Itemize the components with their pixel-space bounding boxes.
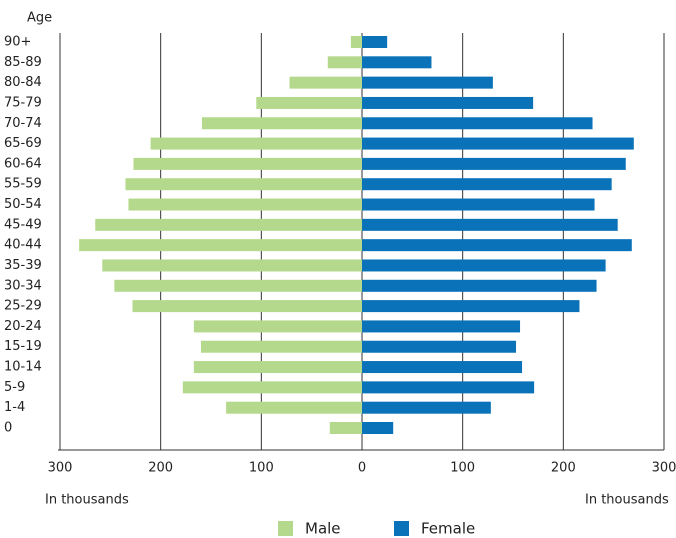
y-tick-label: 15-19 bbox=[4, 339, 42, 354]
legend-label: Female bbox=[421, 520, 475, 538]
bar bbox=[362, 157, 626, 170]
bar bbox=[226, 401, 362, 414]
bar bbox=[182, 381, 362, 394]
bar bbox=[132, 300, 362, 313]
bar bbox=[201, 117, 362, 130]
y-tick-label: 30-34 bbox=[4, 278, 42, 293]
bar bbox=[362, 320, 521, 333]
legend-swatch bbox=[394, 521, 409, 536]
y-tick-label: 1-4 bbox=[4, 400, 25, 415]
y-tick-label: 90+ bbox=[4, 35, 31, 50]
y-tick-label: 20-24 bbox=[4, 319, 42, 334]
bar bbox=[350, 36, 362, 48]
y-tick-label: 75-79 bbox=[4, 95, 42, 110]
x-tick-label: 100 bbox=[450, 461, 475, 476]
bar bbox=[362, 279, 597, 292]
bar bbox=[125, 178, 362, 191]
x-axis-title-right: In thousands bbox=[585, 493, 669, 508]
bar bbox=[114, 279, 362, 292]
y-tick-label: 70-74 bbox=[4, 116, 42, 131]
bar bbox=[362, 178, 612, 191]
y-tick-label: 65-69 bbox=[4, 136, 42, 151]
y-tick-label: 5-9 bbox=[4, 380, 25, 395]
bar bbox=[362, 401, 491, 414]
y-tick-label: 50-54 bbox=[4, 197, 42, 212]
bar bbox=[329, 422, 362, 434]
x-axis-title-left: In thousands bbox=[45, 493, 129, 508]
bar bbox=[102, 259, 362, 272]
bar bbox=[362, 198, 595, 211]
bar bbox=[193, 320, 362, 333]
y-tick-label: 35-39 bbox=[4, 258, 42, 273]
bar bbox=[200, 340, 362, 353]
bar bbox=[193, 361, 362, 374]
bar bbox=[362, 381, 535, 394]
bar bbox=[362, 137, 634, 150]
y-tick-label: 40-44 bbox=[4, 238, 42, 253]
y-tick-label: 80-84 bbox=[4, 75, 42, 90]
y-tick-label: 55-59 bbox=[4, 177, 42, 192]
bar bbox=[95, 218, 362, 231]
legend-swatch bbox=[278, 521, 293, 536]
bar bbox=[79, 239, 363, 252]
x-tick-label: 300 bbox=[652, 461, 676, 476]
bar bbox=[362, 422, 394, 434]
bar bbox=[289, 76, 362, 89]
bar bbox=[362, 300, 580, 313]
y-tick-label: 10-14 bbox=[4, 360, 42, 375]
bar bbox=[150, 137, 362, 150]
bar bbox=[133, 157, 362, 170]
x-tick-label: 200 bbox=[148, 461, 173, 476]
bar bbox=[256, 96, 362, 109]
x-tick-label: 0 bbox=[358, 461, 366, 476]
bar bbox=[362, 361, 523, 374]
x-tick-label: 300 bbox=[48, 461, 73, 476]
y-tick-label: 85-89 bbox=[4, 55, 42, 70]
bar bbox=[362, 239, 632, 252]
bar bbox=[362, 259, 606, 272]
bar bbox=[128, 198, 362, 211]
y-tick-label: 45-49 bbox=[4, 217, 42, 232]
bar bbox=[362, 96, 534, 109]
legend-label: Male bbox=[305, 520, 341, 538]
bar bbox=[362, 76, 493, 89]
x-tick-label: 200 bbox=[551, 461, 576, 476]
x-tick-label: 100 bbox=[249, 461, 274, 476]
bar bbox=[362, 218, 618, 231]
y-axis-title: Age bbox=[27, 11, 52, 26]
bar bbox=[327, 56, 362, 69]
bar bbox=[362, 117, 593, 130]
bar bbox=[362, 36, 388, 48]
y-tick-label: 25-29 bbox=[4, 299, 42, 314]
y-tick-label: 60-64 bbox=[4, 156, 42, 171]
bar bbox=[362, 56, 432, 69]
bar bbox=[362, 340, 517, 353]
y-tick-label: 0 bbox=[4, 421, 12, 436]
